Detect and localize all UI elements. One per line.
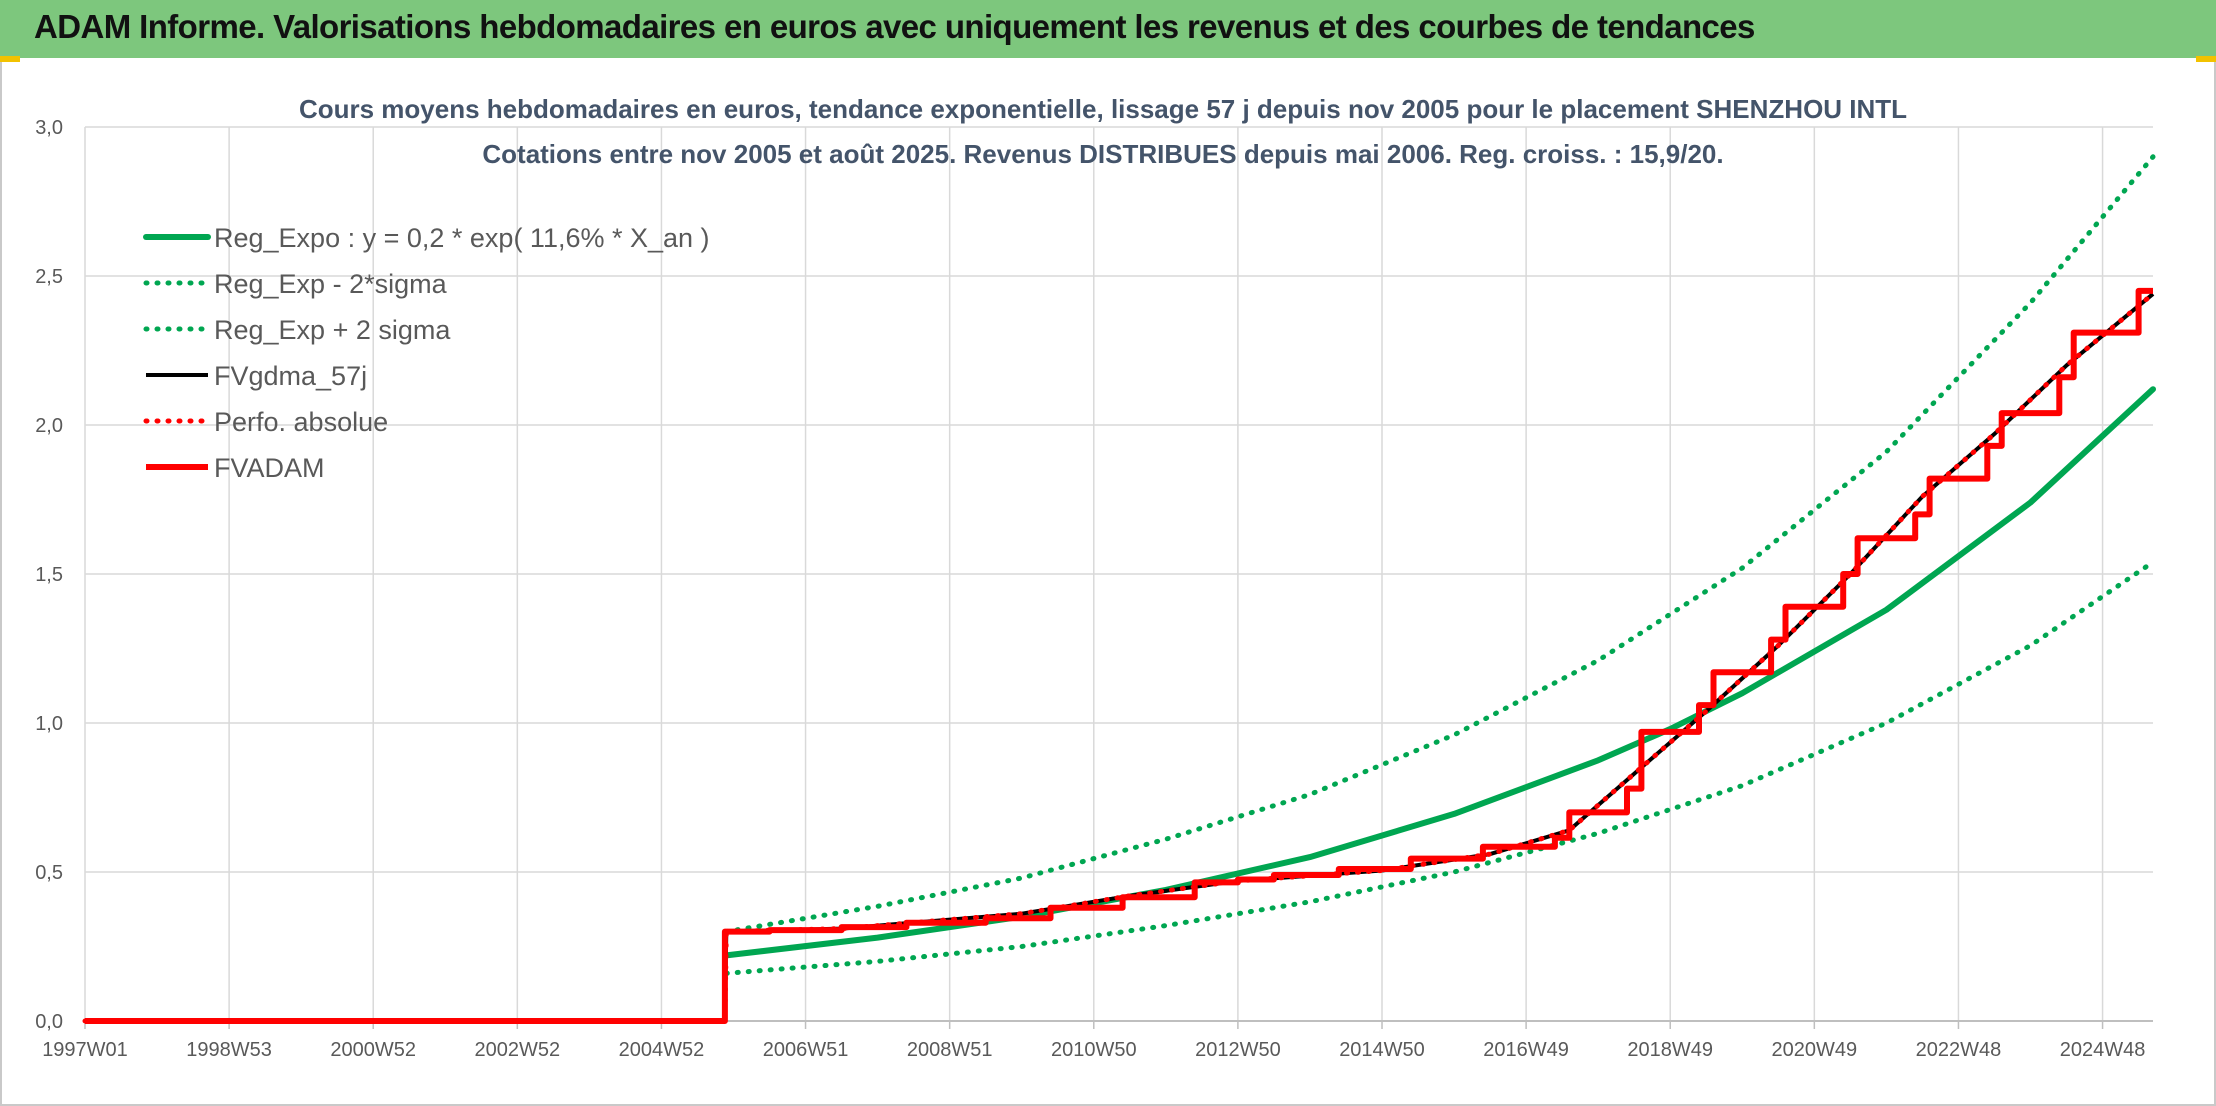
x-axis: 1997W01 1998W53 2000W52 2002W52 2004W52 2006W… bbox=[42, 1020, 2153, 1061]
legend-label: FVgdma_57j bbox=[214, 361, 367, 391]
legend-label: Perfo. absolue bbox=[214, 407, 388, 437]
legend-label: Reg_Expo : y = 0,2 * exp( 11,6% * X_an ) bbox=[214, 223, 710, 253]
corner-mark-right bbox=[2196, 56, 2216, 62]
y-tick-label: 1,5 bbox=[35, 564, 63, 586]
x-tick-label: 2010W50 bbox=[1051, 1039, 1137, 1061]
x-tick-label: 2006W51 bbox=[763, 1039, 849, 1061]
series-line-3 bbox=[85, 292, 2155, 1023]
x-tick-label: 2008W51 bbox=[907, 1039, 993, 1061]
legend-label: Reg_Exp - 2*sigma bbox=[214, 269, 448, 299]
x-tick-label: 1998W53 bbox=[186, 1039, 272, 1061]
x-tick-label: 2004W52 bbox=[619, 1039, 705, 1061]
y-tick-label: 2,0 bbox=[35, 415, 63, 437]
x-tick-label: 2018W49 bbox=[1627, 1039, 1713, 1061]
y-tick-label: 2,5 bbox=[35, 266, 63, 288]
series-line-4 bbox=[82, 291, 2156, 1024]
corner-mark-left bbox=[0, 56, 20, 62]
report-title: ADAM Informe. Valorisations hebdomadaire… bbox=[34, 8, 1755, 45]
chart-title-line-2: Cotations entre nov 2005 et août 2025. R… bbox=[482, 139, 1723, 169]
legend-label: FVADAM bbox=[214, 453, 325, 483]
x-tick-label: 2022W48 bbox=[1916, 1039, 2002, 1061]
x-tick-label: 2014W50 bbox=[1339, 1039, 1425, 1061]
y-tick-label: 0,5 bbox=[35, 862, 63, 884]
series-line-1 bbox=[723, 559, 2156, 976]
y-tick-label: 0,0 bbox=[35, 1011, 63, 1033]
x-tick-label: 2002W52 bbox=[475, 1039, 561, 1061]
report-banner: ADAM Informe. Valorisations hebdomadaire… bbox=[0, 0, 2216, 58]
x-tick-label: 2012W50 bbox=[1195, 1039, 1281, 1061]
series-line-5 bbox=[85, 287, 2153, 1024]
y-tick-label: 3,0 bbox=[35, 117, 63, 139]
x-tick-label: 2024W48 bbox=[2060, 1039, 2146, 1061]
y-axis: 0,0 0,5 1,0 1,5 2,0 2,5 3,0 bbox=[35, 117, 63, 1033]
chart-title-line-1: Cours moyens hebdomadaires en euros, ten… bbox=[299, 94, 1907, 124]
x-tick-label: 2000W52 bbox=[330, 1039, 416, 1061]
series-line-0 bbox=[723, 386, 2156, 959]
series-layer bbox=[82, 154, 2156, 1024]
legend-label: Reg_Exp + 2 sigma bbox=[214, 315, 451, 345]
chart-legend: Reg_Expo : y = 0,2 * exp( 11,6% * X_an )… bbox=[143, 223, 710, 483]
series-line-2 bbox=[723, 154, 2156, 935]
x-tick-label: 2020W49 bbox=[1772, 1039, 1858, 1061]
x-tick-label: 1997W01 bbox=[42, 1039, 128, 1061]
y-tick-label: 1,0 bbox=[35, 713, 63, 735]
x-tick-label: 2016W49 bbox=[1483, 1039, 1569, 1061]
